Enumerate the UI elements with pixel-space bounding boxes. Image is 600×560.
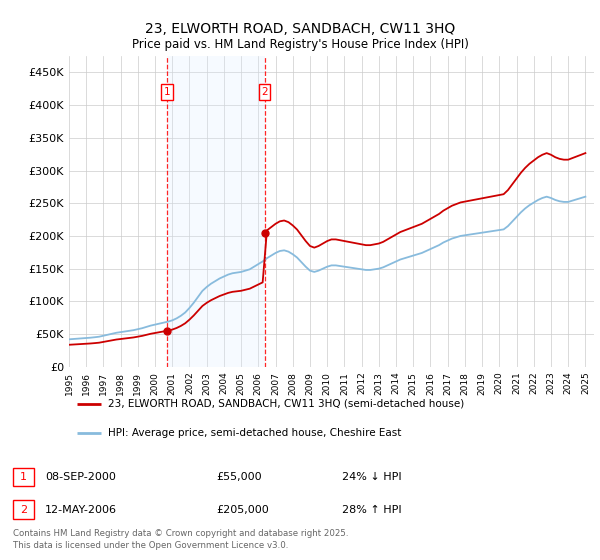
Text: 28% ↑ HPI: 28% ↑ HPI	[342, 505, 401, 515]
Text: 1: 1	[20, 472, 27, 482]
Text: 12-MAY-2006: 12-MAY-2006	[45, 505, 117, 515]
Text: 1: 1	[164, 87, 170, 97]
Text: 2: 2	[20, 505, 27, 515]
Text: £205,000: £205,000	[216, 505, 269, 515]
Text: 2: 2	[261, 87, 268, 97]
Text: Contains HM Land Registry data © Crown copyright and database right 2025.: Contains HM Land Registry data © Crown c…	[13, 529, 349, 538]
Text: £55,000: £55,000	[216, 472, 262, 482]
Text: Price paid vs. HM Land Registry's House Price Index (HPI): Price paid vs. HM Land Registry's House …	[131, 38, 469, 50]
Text: 08-SEP-2000: 08-SEP-2000	[45, 472, 116, 482]
Text: HPI: Average price, semi-detached house, Cheshire East: HPI: Average price, semi-detached house,…	[109, 428, 402, 438]
Text: 23, ELWORTH ROAD, SANDBACH, CW11 3HQ: 23, ELWORTH ROAD, SANDBACH, CW11 3HQ	[145, 22, 455, 36]
Text: 23, ELWORTH ROAD, SANDBACH, CW11 3HQ (semi-detached house): 23, ELWORTH ROAD, SANDBACH, CW11 3HQ (se…	[109, 399, 464, 409]
Bar	[167, 56, 265, 367]
Text: This data is licensed under the Open Government Licence v3.0.: This data is licensed under the Open Gov…	[13, 541, 289, 550]
Text: 24% ↓ HPI: 24% ↓ HPI	[342, 472, 401, 482]
